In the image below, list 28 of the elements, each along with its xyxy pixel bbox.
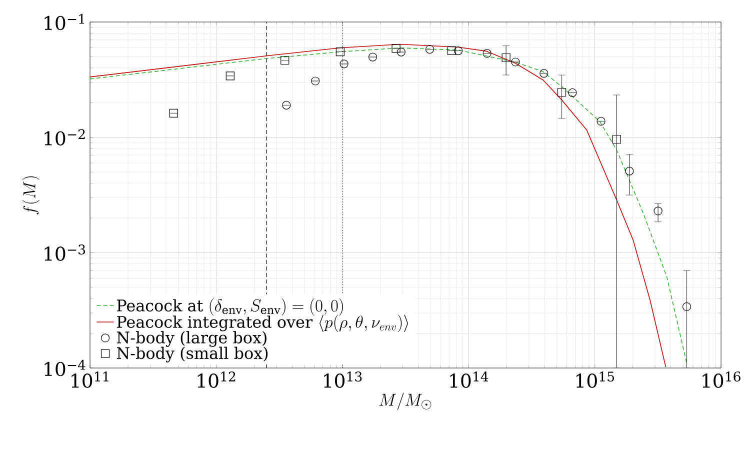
point (540, 69, 548, 78)
x-tick-label: 10$^{13}$ (324, 372, 362, 388)
point (396, 48, 406, 56)
point (282, 100, 291, 110)
point (596, 116, 606, 126)
point (654, 206, 662, 216)
x-tick-label: 10$^{12}$ (198, 372, 236, 388)
x-tick-label: 10$^{16}$ (702, 372, 740, 388)
point (625, 166, 634, 176)
x-tick-label: 10$^{14}$ (450, 372, 488, 388)
point (311, 76, 320, 86)
x-tick-label: 10$^{15}$ (576, 372, 614, 388)
point (425, 44, 434, 54)
legend-label: $\mbox{N-body (large box)}$ (116, 331, 266, 347)
y-tick-label: 10$^{−2}$ (44, 129, 85, 146)
point (482, 49, 492, 58)
legend-label: $\mbox{N-body (small box)}$ (116, 346, 268, 362)
y-tick-label: 10$^{−1}$ (44, 14, 84, 30)
point (682, 302, 692, 312)
legend-label: $\mbox{Peacock at }(\delta_{\rm env},S_{\rm env})=(0,0)$ (117, 298, 343, 316)
y-tick-label: 10$^{−3}$ (44, 244, 86, 261)
x-axis-title: $M/M_\odot$ (379, 392, 432, 410)
point (568, 88, 577, 97)
point (340, 60, 348, 68)
point (368, 52, 378, 62)
y-axis-title: $f(M)$ (22, 176, 40, 214)
point (511, 58, 520, 66)
legend-label: $\mbox{Peacock integrated over }\langle p(\rho,\theta,\nu_{env})\rangle$ (117, 314, 408, 332)
